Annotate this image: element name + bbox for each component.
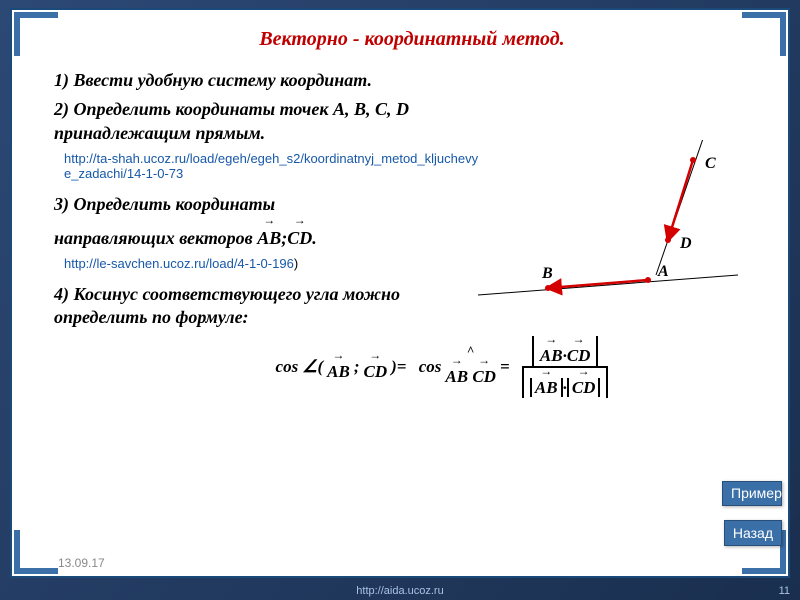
- svg-text:B: B: [541, 265, 553, 282]
- cosine-formula: cos ∠( AB ; CD )= cos AB CD = AB·CD AB·C…: [114, 336, 770, 398]
- page-number: 11: [779, 585, 790, 597]
- vector-ab-label: AB: [257, 217, 281, 250]
- svg-text:D: D: [679, 235, 692, 252]
- vector-cd-label: CD: [287, 217, 312, 250]
- step-3-text: 3) Определить координаты направляющих ве…: [54, 194, 275, 247]
- step-1: 1) Ввести удобную систему координат.: [54, 69, 770, 92]
- step-4: 4) Косинус соответствующего угла можно о…: [54, 283, 484, 330]
- corner-bracket-tr: [742, 10, 788, 56]
- step-3: 3) Определить координаты направляющих ве…: [54, 193, 384, 250]
- corner-bracket-bl: [12, 530, 58, 576]
- reference-link-2[interactable]: http://le-savchen.ucoz.ru/load/4-1-0-196…: [64, 256, 484, 271]
- reference-link-1[interactable]: http://ta-shah.ucoz.ru/load/egeh/egeh_s2…: [64, 151, 484, 181]
- back-button[interactable]: Назад: [724, 520, 782, 546]
- footer-url: http://aida.ucoz.ru: [356, 585, 443, 597]
- angle-hat: AB CD: [445, 347, 496, 387]
- slide-outer-frame: Векторно - координатный метод. 1) Ввести…: [0, 0, 800, 600]
- svg-text:A: A: [657, 263, 669, 280]
- vector-diagram: A B C D: [438, 140, 758, 330]
- formula-fraction: AB·CD AB·CD: [522, 336, 609, 398]
- slide-title: Векторно - координатный метод.: [54, 28, 770, 51]
- example-button[interactable]: Пример: [722, 481, 782, 506]
- corner-bracket-tl: [12, 10, 58, 56]
- svg-text:C: C: [705, 155, 716, 172]
- step-2: 2) Определить координаты точек A, B, C, …: [54, 98, 454, 145]
- footer-date: 13.09.17: [58, 556, 105, 570]
- slide-inner-frame: Векторно - координатный метод. 1) Ввести…: [10, 8, 790, 578]
